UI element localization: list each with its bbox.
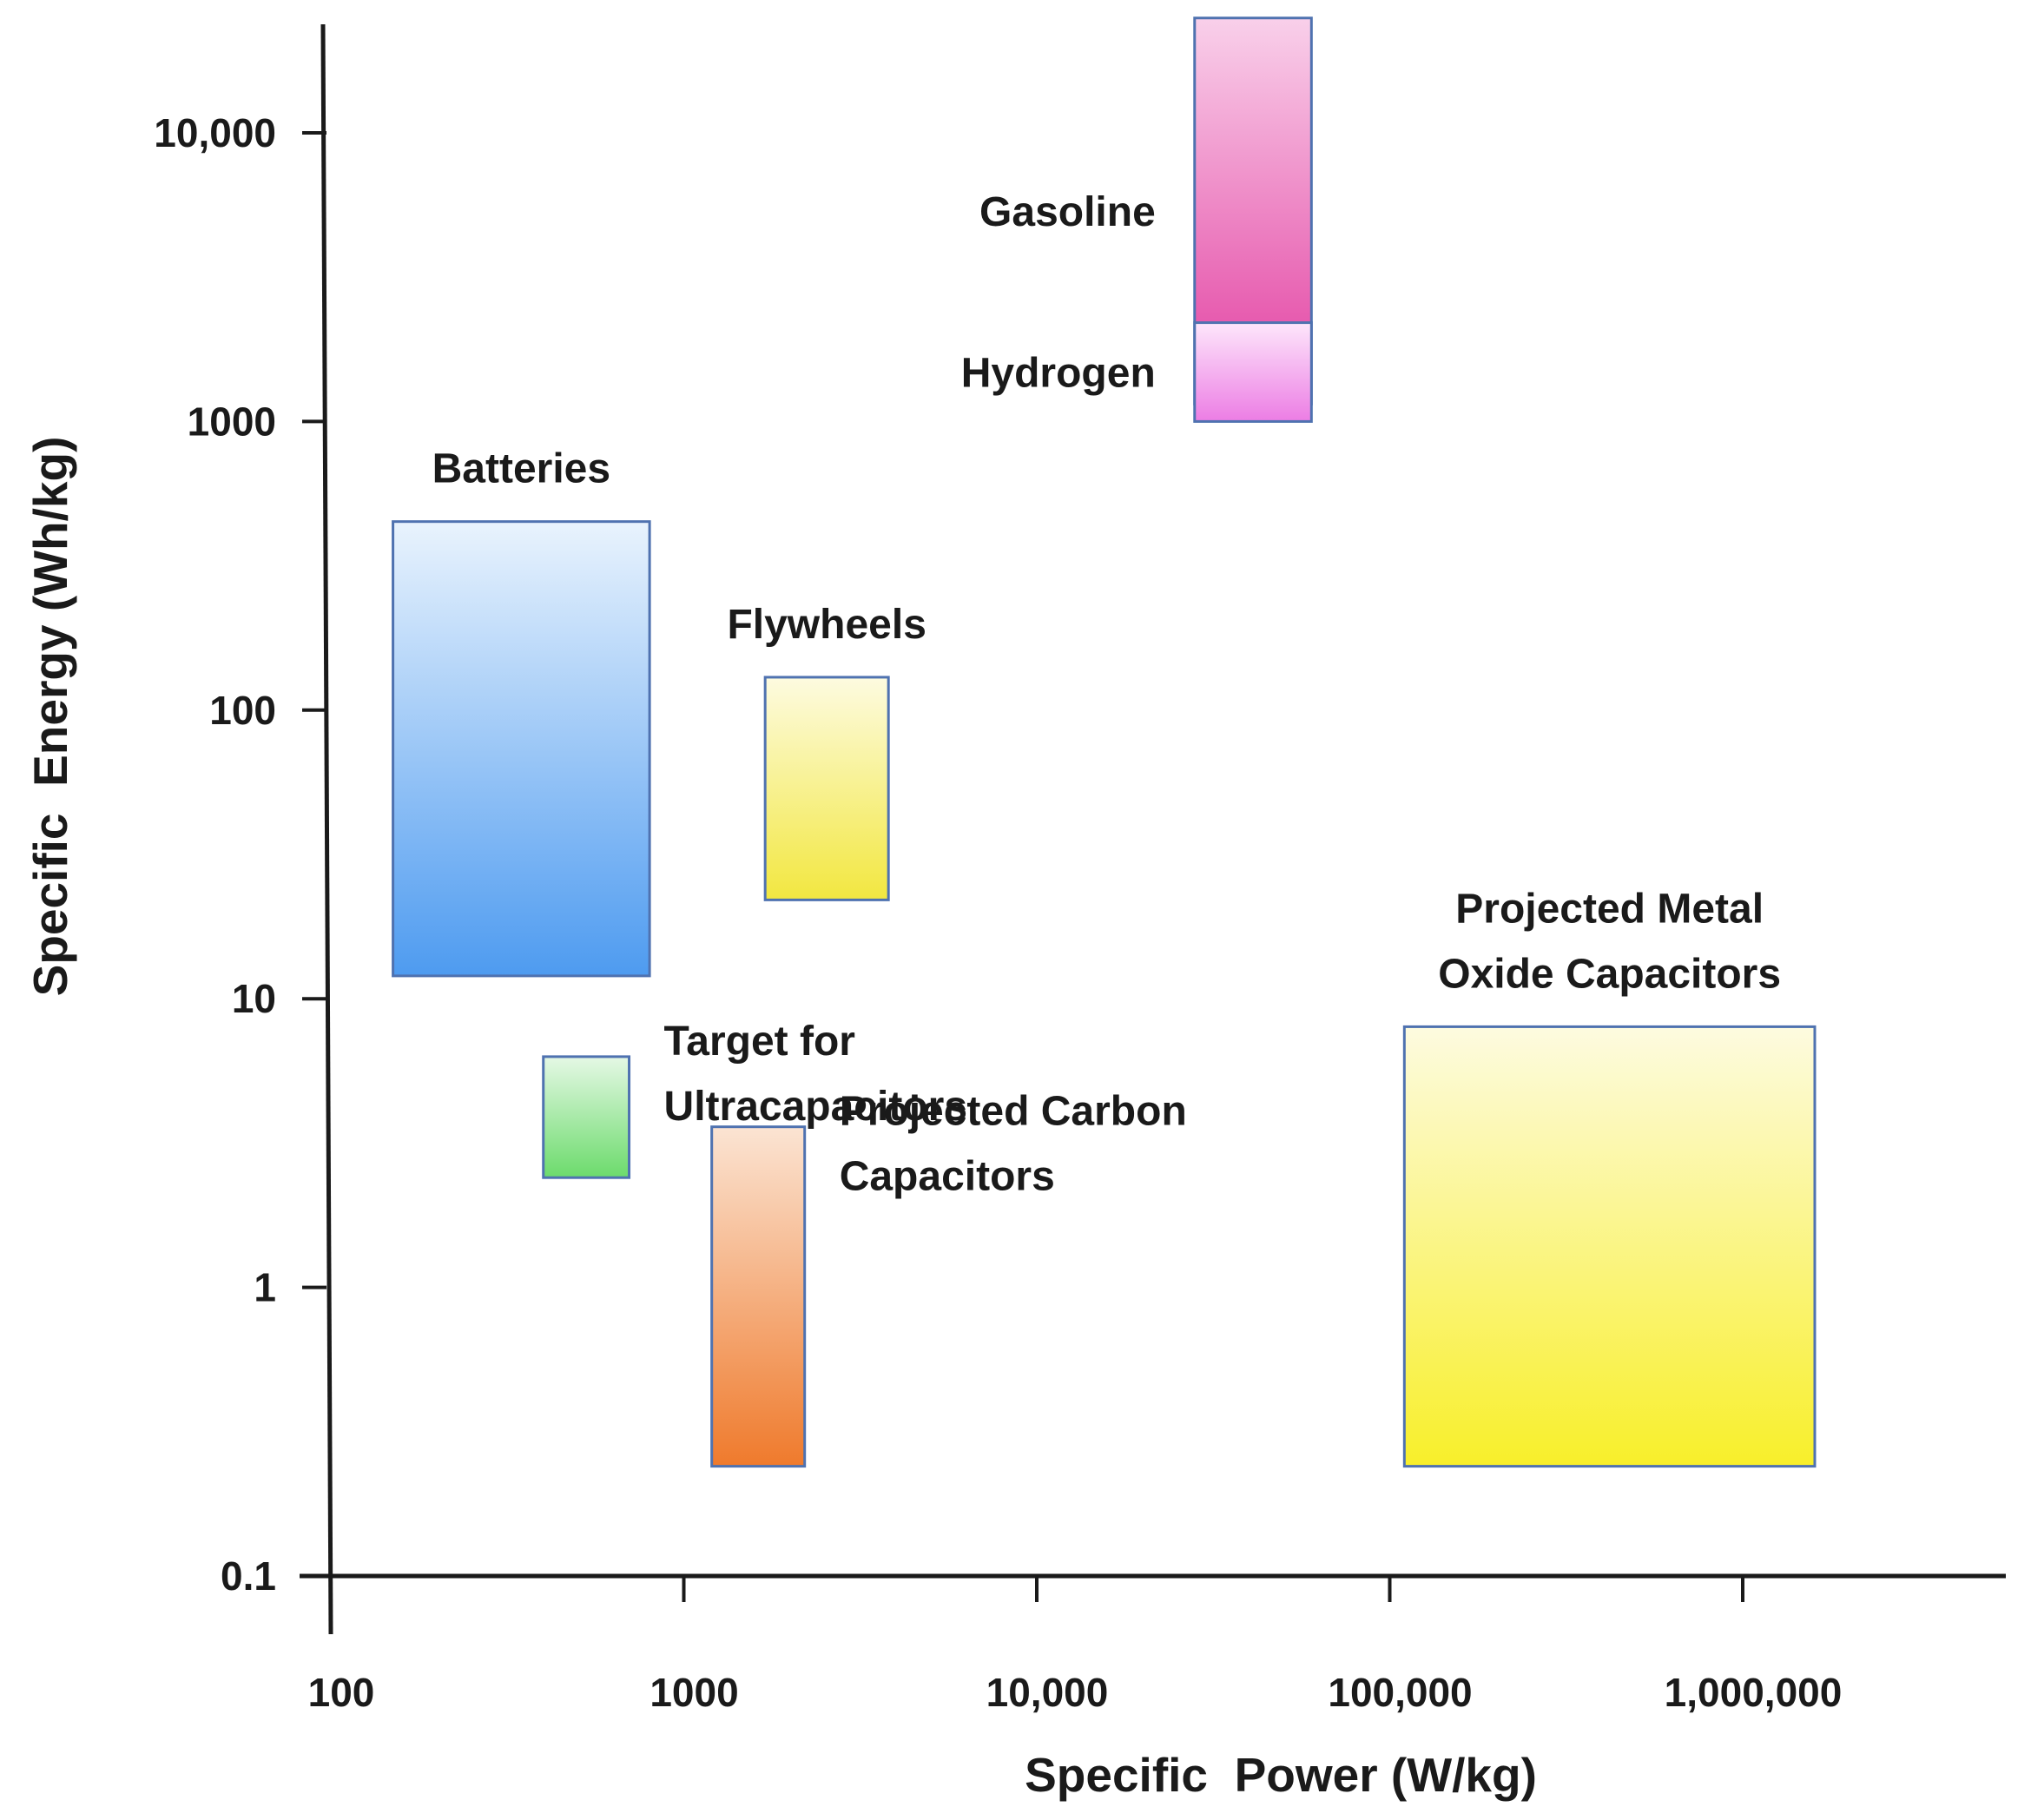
box-projected-carbon-capacitors (710, 1125, 807, 1468)
box-label-gasoline: Gasoline (979, 189, 1156, 235)
box-label-hydrogen: Hydrogen (961, 350, 1156, 396)
x-axis-title: Specific Power (W/kg) (1025, 1748, 1537, 1802)
x-tick-label: 100,000 (1328, 1670, 1472, 1715)
box-projected-metal-oxide-capacitors (1402, 1025, 1817, 1468)
x-tick-label: 10,000 (986, 1670, 1109, 1715)
box-label-flywheels: Flywheels (727, 602, 926, 648)
x-axis-ticks: 100 1000 10,000 100,000 1,000,000 (308, 1576, 1843, 1715)
range-boxes (392, 16, 1817, 1468)
x-tick-label: 1,000,000 (1665, 1670, 1843, 1715)
box-label-projected-metal-oxide-capacitors: Projected Metal (1455, 886, 1764, 932)
box-batteries (392, 520, 651, 978)
box-label-target-for-ultracapacitors: Target for (664, 1019, 855, 1065)
box-hydrogen (1193, 321, 1313, 423)
box-label-target-for-ultracapacitors: Ultracapacitors (664, 1084, 967, 1130)
y-tick-label: 10,000 (154, 110, 276, 155)
y-tick-label: 0.1 (221, 1553, 276, 1599)
y-axis-ticks: 0.1 1 10 100 1000 10,000 (154, 110, 326, 1599)
x-tick-label: 100 (308, 1670, 375, 1715)
box-label-projected-metal-oxide-capacitors: Oxide Capacitors (1438, 951, 1781, 997)
range-box-labels: Gasoline Hydrogen Batteries Flywheels Target… (432, 189, 1781, 1200)
y-axis-title: Specific Energy (Wh/kg) (23, 437, 77, 997)
box-label-projected-carbon-capacitors: Capacitors (840, 1154, 1055, 1200)
box-flywheels (763, 676, 890, 901)
box-label-batteries: Batteries (432, 446, 610, 492)
box-label-projected-carbon-capacitors: Projected Carbon (840, 1089, 1187, 1135)
y-tick-label: 1000 (188, 399, 276, 444)
y-tick-label: 100 (209, 688, 276, 733)
y-tick-label: 1 (254, 1265, 276, 1310)
y-tick-label: 10 (232, 976, 276, 1021)
x-tick-label: 1000 (650, 1670, 738, 1715)
y-axis-line (320, 23, 333, 1635)
box-target-for-ultracapacitors (542, 1055, 631, 1179)
